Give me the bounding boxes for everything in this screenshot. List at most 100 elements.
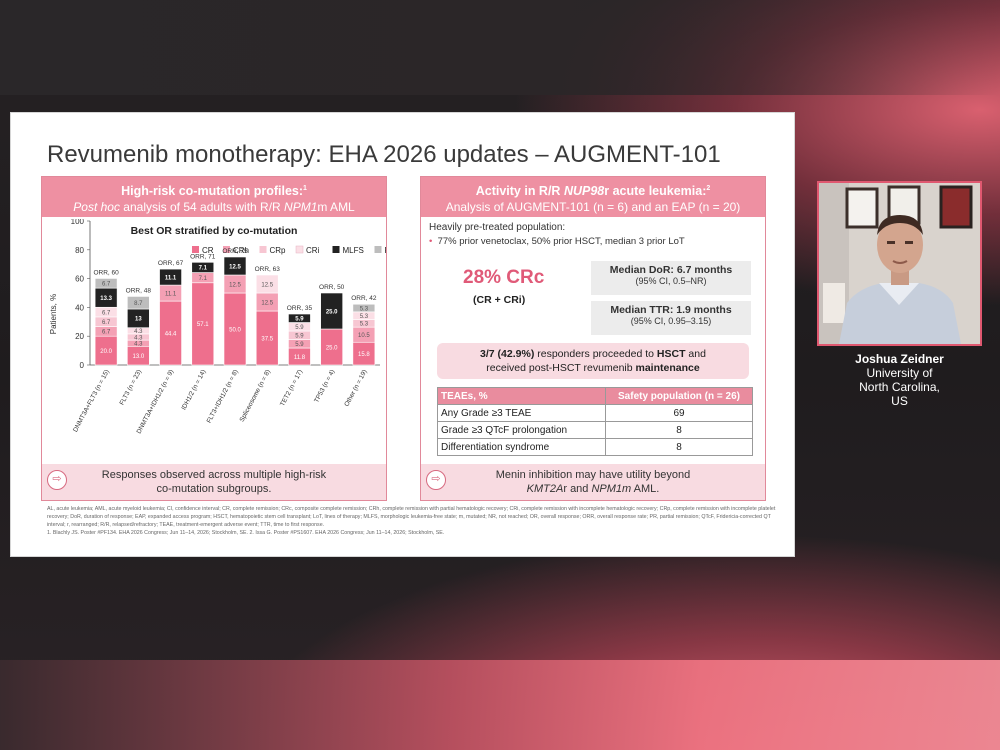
pretreated-bullet-text: 77% prior venetoclax, 50% prior HSCT, me… [437, 236, 685, 247]
orr-label: ORR, 67 [158, 260, 184, 267]
background-band-bottom [0, 660, 1000, 750]
bar-data-label: 6.7 [102, 282, 111, 288]
orr-label: ORR, 63 [255, 266, 281, 273]
left-header-sub-c: NPM1 [284, 200, 318, 215]
bar-data-label: 57.1 [197, 322, 209, 328]
right-header-title-a: Activity in R/R [475, 184, 564, 199]
median-dor-box: Median DoR: 6.7 months (95% CI, 0.5–NR) [591, 261, 751, 295]
table-header: TEAEs, % [437, 387, 606, 405]
bar-data-label: 12.5 [229, 264, 241, 270]
table-cell: Any Grade ≥3 TEAE [437, 404, 606, 422]
speaker-affiliation-1: University of [866, 366, 933, 380]
y-tick-label: 60 [75, 275, 84, 284]
speaker-name: Joshua Zeidner [855, 352, 944, 366]
bar-data-label: 12.5 [261, 300, 273, 306]
arrow-right-icon: ⇨ [47, 470, 67, 490]
right-panel: Activity in R/R NUP98r acute leukemia:2 … [420, 176, 766, 501]
x-tick-label: TP53 (n = 4) [313, 369, 336, 404]
bar-data-label: 25.0 [326, 309, 338, 315]
bar-segment [223, 256, 247, 276]
left-panel-footer: Responses observed across multiple high-… [42, 464, 386, 500]
bar-data-label: 20.0 [100, 349, 112, 355]
x-tick-label: Other (n = 19) [343, 369, 368, 408]
table-cell: Grade ≥3 QTcF prolongation [437, 421, 606, 439]
pretreated-bullet: • 77% prior venetoclax, 50% prior HSCT, … [429, 236, 685, 247]
bar-data-label: 5.9 [295, 342, 304, 348]
bar-segment [255, 274, 279, 294]
table-header: Safety population (n = 26) [605, 387, 753, 405]
left-header-posthoc: Post hoc [73, 200, 120, 215]
table-cell: 69 [605, 404, 753, 422]
bar-segment [320, 292, 343, 330]
hsct-text-f: maintenance [635, 362, 700, 374]
orr-label: ORR, 35 [287, 305, 313, 312]
bar-data-label: 6.7 [102, 320, 111, 326]
bar-data-label: 4.3 [134, 341, 143, 347]
y-tick-label: 20 [75, 332, 84, 341]
bar-data-label: 12.5 [261, 282, 273, 288]
legend-swatch [259, 246, 267, 253]
bar-data-label: 5.9 [295, 334, 304, 340]
left-panel-header: High-risk co-mutation profiles:1 Post ho… [42, 177, 386, 217]
right-footer-text-b: r and [563, 483, 592, 495]
table-cell: Differentiation syndrome [437, 438, 606, 456]
bar-data-label: 10.5 [358, 333, 370, 339]
x-tick-label: Spliceosome (n = 8) [239, 369, 272, 423]
median-ttr-box: Median TTR: 1.9 months (95% CI, 0.95–3.1… [591, 301, 751, 335]
bar-segment [127, 296, 150, 310]
bar-data-label: 13.0 [132, 354, 144, 360]
bar-data-label: 50.0 [229, 327, 241, 333]
right-footer-npm1m: NPM1m [591, 483, 632, 495]
legend-swatch [295, 245, 304, 254]
bar-data-label: 13 [135, 317, 142, 323]
bar-data-label: 44.4 [165, 331, 177, 337]
bar-data-label: 5.3 [360, 314, 369, 320]
left-header-title: High-risk co-mutation profiles: [121, 184, 304, 199]
legend-swatch [192, 246, 199, 253]
bar-data-label: 5.3 [360, 306, 369, 312]
speaker-video-frame [819, 183, 980, 344]
left-header-ref: 1 [303, 185, 307, 192]
left-header-sub-d: m AML [317, 200, 355, 215]
hsct-callout: 3/7 (42.9%) responders proceeded to HSCT… [437, 343, 749, 379]
left-header-sub-b: analysis of 54 adults with R/R [119, 200, 285, 215]
bar-data-label: 7.1 [199, 276, 208, 282]
table-cell: 8 [605, 421, 753, 439]
bar-data-label: 12.5 [229, 282, 241, 288]
bar-data-label: 25.0 [326, 345, 338, 351]
hsct-text-b: responders proceeded to [534, 348, 657, 360]
left-panel: High-risk co-mutation profiles:1 Post ho… [41, 176, 387, 501]
bar-data-label: 5.3 [360, 322, 369, 328]
median-dor-ci: (95% CI, 0.5–NR) [635, 276, 707, 286]
median-ttr-ci: (95% CI, 0.95–3.15) [630, 316, 712, 326]
x-tick-label: DNMT3A+FLT3 (n = 15) [72, 369, 111, 434]
speaker-webcam [817, 181, 982, 346]
table-row: Grade ≥3 QTcF prolongation 8 [437, 421, 753, 439]
chart-title: Best OR stratified by co-mutation [131, 225, 298, 237]
legend-swatch [332, 246, 340, 253]
bar-segment [94, 278, 118, 289]
background-band-top [0, 0, 1000, 95]
left-footer-line2: co-mutation subgroups. [156, 483, 272, 495]
arrow-right-icon: ⇨ [426, 470, 446, 490]
speaker-affiliation-2: North Carolina, [859, 380, 940, 394]
legend-label: CRi [306, 246, 320, 255]
co-mutation-stacked-bar-chart: Best OR stratified by co-mutation Patien… [49, 219, 387, 435]
bar-data-label: 5.9 [295, 325, 304, 331]
y-tick-label: 100 [71, 219, 85, 226]
hsct-text-c: HSCT [656, 348, 686, 360]
teae-table: TEAEs, % Safety population (n = 26) Any … [437, 387, 753, 456]
table-row: Any Grade ≥3 TEAE 69 [437, 404, 753, 422]
y-tick-label: 80 [75, 246, 84, 255]
orr-label: ORR, 60 [93, 269, 119, 276]
x-tick-label: DNMT3A+IDH1/2 (n = 9) [136, 369, 176, 435]
bar-data-label: 4.3 [134, 329, 143, 335]
legend-label: PR [385, 246, 387, 255]
orr-label: ORR, 48 [126, 287, 152, 294]
crc-subtitle: (CR + CRi) [473, 294, 526, 306]
references: 1. Blachly JS. Poster #PF134. EHA 2026 C… [47, 530, 445, 536]
right-header-title-c: r acute leukemia: [604, 184, 707, 199]
right-footer-line1: Menin inhibition may have utility beyond [495, 469, 691, 481]
x-tick-label: IDH1/2 (n = 14) [180, 369, 207, 412]
orr-label: ORR, 50 [319, 284, 345, 291]
